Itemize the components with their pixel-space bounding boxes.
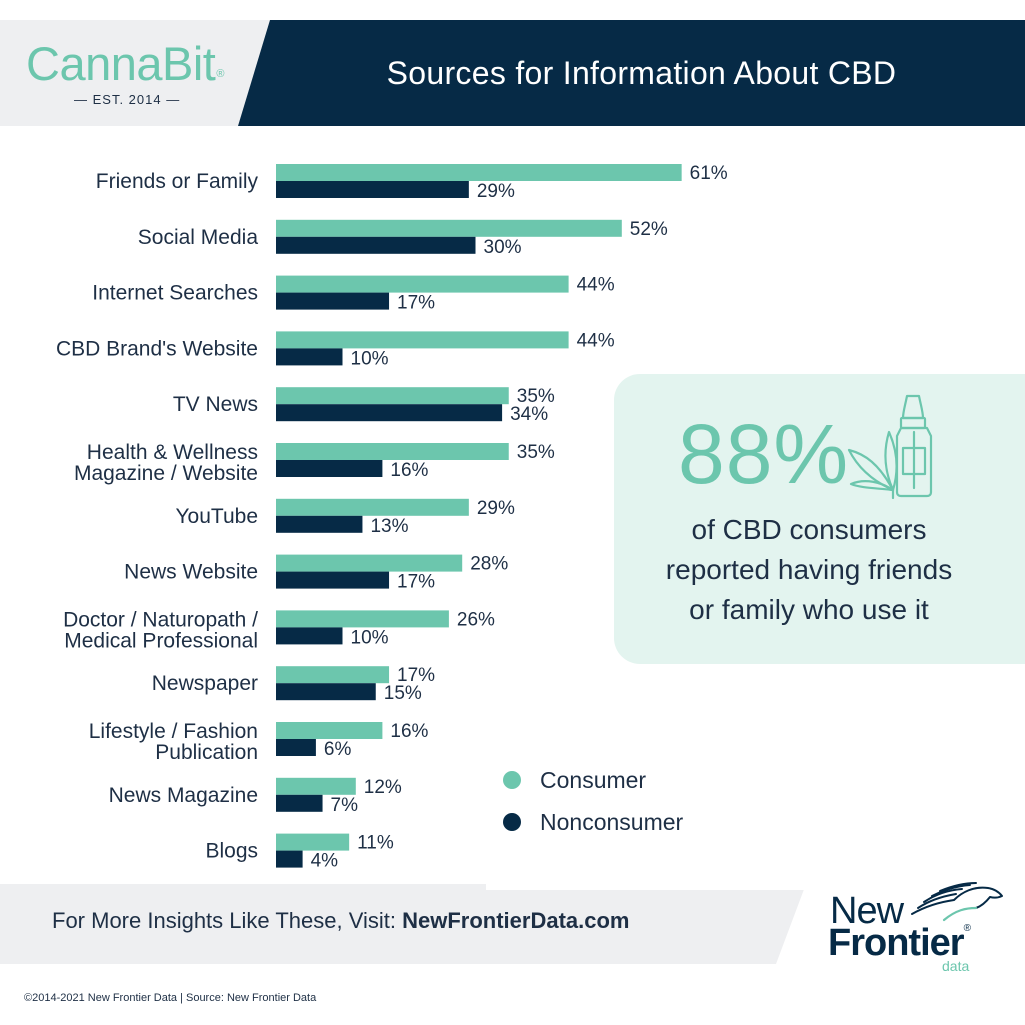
bar-consumer [276, 554, 463, 572]
bar-nonconsumer [276, 683, 376, 701]
value-label-nonconsumer: 13% [370, 516, 408, 537]
bar-nonconsumer [276, 794, 323, 812]
footer-notch [486, 884, 806, 890]
bar-nonconsumer [276, 181, 469, 198]
cannabit-logo: CannaBit® — EST. 2014 — [26, 38, 241, 110]
bar-consumer [276, 610, 449, 628]
category-label: Social Media [138, 226, 259, 249]
value-label-nonconsumer: 6% [324, 739, 352, 760]
horse-icon [911, 882, 1003, 922]
value-label-consumer: 44% [577, 275, 615, 296]
cbd-bottle-leaf-icon [847, 394, 933, 500]
bar-nonconsumer [276, 404, 503, 422]
highlight-panel [614, 374, 1025, 664]
value-label-consumer: 17% [397, 665, 435, 686]
bar-nonconsumer [276, 850, 303, 868]
bar-consumer [276, 443, 509, 460]
bar-consumer [276, 275, 569, 293]
page-title: Sources for Information About CBD [386, 54, 897, 91]
bar-chart: Friends or Family 61% 29% Social Media 52% 30… [56, 163, 728, 872]
logo-tagline: — EST. 2014 — [74, 92, 181, 107]
value-label-consumer: 11% [357, 833, 394, 854]
category-label: Health & Wellness Magazine / Website [74, 441, 258, 485]
bar-consumer [276, 722, 383, 739]
value-label-nonconsumer: 30% [484, 237, 522, 258]
footer-cta: For More Insights Like These, Visit: New… [52, 908, 630, 934]
legend-swatch [503, 771, 521, 789]
value-label-nonconsumer: 29% [477, 181, 515, 202]
highlight-stat: 88% [678, 407, 850, 501]
value-label-nonconsumer: 16% [390, 460, 428, 481]
footer-prefix: For More Insights Like These, Visit: [52, 908, 403, 933]
category-label: Friends or Family [96, 170, 259, 193]
value-label-consumer: 44% [577, 330, 615, 351]
bar-nonconsumer [276, 236, 476, 254]
header-logo-area [0, 20, 270, 126]
brand-registered-mark: ® [963, 923, 971, 934]
value-label-consumer: 35% [517, 442, 555, 463]
category-label: Internet Searches [92, 282, 258, 305]
logo-registered-mark: ® [216, 68, 224, 80]
bar-consumer [276, 219, 622, 237]
bar-consumer [276, 331, 569, 349]
bar-consumer [276, 666, 390, 684]
copyright: ©2014-2021 New Frontier Data | Source: N… [24, 992, 317, 1004]
value-label-nonconsumer: 17% [397, 572, 435, 593]
bar-consumer [276, 164, 682, 181]
value-label-consumer: 28% [470, 554, 508, 575]
footer-link[interactable]: NewFrontierData.com [402, 908, 630, 933]
value-label-consumer: 12% [364, 777, 402, 798]
value-label-nonconsumer: 17% [397, 293, 435, 314]
category-label: Blogs [205, 840, 258, 863]
legend-swatch [503, 813, 521, 831]
category-label: News Website [124, 561, 258, 584]
category-label: Lifestyle / Fashion Publication [89, 720, 258, 764]
highlight-text: of CBD consumers reported having friends… [665, 514, 953, 625]
value-label-nonconsumer: 10% [351, 348, 389, 369]
footer-band [0, 884, 806, 964]
value-label-nonconsumer: 4% [311, 851, 339, 872]
brand-data: data [942, 958, 970, 974]
category-label: News Magazine [109, 784, 258, 807]
category-label: Newspaper [152, 672, 258, 695]
bar-nonconsumer [276, 627, 343, 645]
category-label: CBD Brand's Website [56, 337, 258, 360]
brand-frontier: Frontier [828, 922, 965, 964]
logo-word: CannaBit [26, 37, 216, 90]
new-frontier-logo: New Frontier® data [826, 880, 1011, 980]
bar-nonconsumer [276, 515, 363, 533]
value-label-consumer: 52% [630, 219, 668, 240]
value-label-consumer: 29% [477, 498, 515, 519]
category-label: Doctor / Naturopath / Medical Professiona… [63, 608, 258, 652]
header-band [238, 20, 1025, 126]
value-label-nonconsumer: 7% [331, 795, 359, 816]
category-label: TV News [173, 393, 258, 416]
category-label: YouTube [175, 505, 258, 528]
bar-nonconsumer [276, 348, 343, 366]
value-label-consumer: 26% [457, 609, 495, 630]
bar-nonconsumer [276, 739, 316, 756]
value-label-consumer: 35% [517, 386, 555, 407]
bar-consumer [276, 387, 509, 405]
bar-nonconsumer [276, 460, 383, 477]
bar-nonconsumer [276, 571, 390, 589]
legend-label: Consumer [540, 767, 646, 793]
value-label-consumer: 16% [390, 721, 428, 742]
bar-consumer [276, 777, 356, 795]
bar-consumer [276, 833, 350, 851]
brand-new: New [830, 890, 904, 932]
value-label-nonconsumer: 15% [384, 683, 422, 704]
value-label-nonconsumer: 10% [351, 627, 389, 648]
value-label-nonconsumer: 34% [510, 404, 548, 425]
bar-nonconsumer [276, 292, 390, 310]
value-label-consumer: 61% [690, 163, 728, 184]
legend-label: Nonconsumer [540, 809, 684, 835]
bar-consumer [276, 498, 469, 516]
